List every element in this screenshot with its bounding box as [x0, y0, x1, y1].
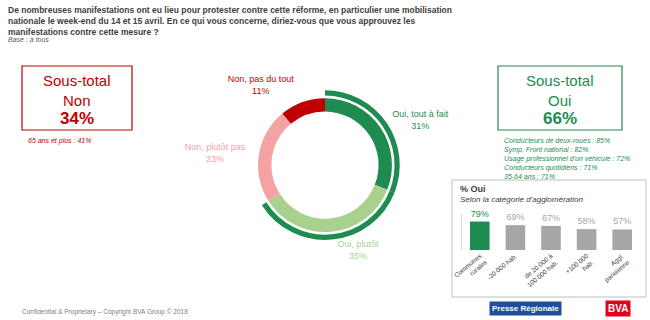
svg-text:69%: 69%	[506, 212, 524, 222]
svg-text:79%: 79%	[471, 209, 489, 219]
svg-text:De nombreuses manifestations o: De nombreuses manifestations ont eu lieu…	[8, 5, 452, 37]
svg-text:67%: 67%	[542, 213, 560, 223]
svg-text:Sous-totalOui: Sous-totalOui	[526, 72, 594, 109]
svg-text:Oui, tout à fait31%: Oui, tout à fait31%	[392, 109, 449, 131]
svg-text:de 20 000 à100 000 hab.: de 20 000 à100 000 hab.	[520, 252, 559, 288]
svg-text:Sous-totalNon: Sous-totalNon	[43, 72, 111, 109]
svg-text:+100 000hab.: +100 000hab.	[564, 252, 595, 282]
svg-text:Presse Régionale: Presse Régionale	[492, 304, 559, 313]
svg-text:34%: 34%	[60, 109, 94, 128]
svg-text:65 ans et plus : 41%: 65 ans et plus : 41%	[28, 137, 91, 145]
svg-text:Usage professionnel d'un véhic: Usage professionnel d'un véhicule : 72%	[504, 155, 630, 163]
svg-text:-20 000 hab.: -20 000 hab.	[486, 252, 519, 281]
svg-text:Base : à tous: Base : à tous	[8, 36, 49, 43]
svg-text:66%: 66%	[543, 109, 577, 128]
svg-text:% Oui: % Oui	[460, 184, 486, 194]
svg-text:Non, pas du tout11%: Non, pas du tout11%	[228, 74, 295, 96]
svg-text:Conducteurs de deux-roues : 85: Conducteurs de deux-roues : 85%	[504, 137, 610, 144]
svg-text:57%: 57%	[613, 216, 631, 226]
svg-text:Selon la catégorie d'aggloméra: Selon la catégorie d'agglomération	[460, 195, 583, 204]
svg-text:Oui, plutôt35%: Oui, plutôt35%	[337, 239, 379, 261]
svg-text:Symp. Front national : 82%: Symp. Front national : 82%	[504, 146, 588, 154]
svg-text:58%: 58%	[578, 216, 596, 226]
svg-text:Communesrurales: Communesrurales	[453, 252, 489, 286]
svg-text:35-64 ans : 71%: 35-64 ans : 71%	[504, 173, 555, 180]
svg-text:BVA: BVA	[608, 303, 628, 314]
svg-text:Aggl.parisienne: Aggl.parisienne	[597, 252, 631, 284]
svg-text:Non, plutôt pas23%: Non, plutôt pas23%	[185, 142, 246, 164]
svg-text:Confidential & Proprietary – C: Confidential & Proprietary – Copyright B…	[22, 308, 188, 316]
svg-text:Conducteurs quotidiens : 71%: Conducteurs quotidiens : 71%	[504, 164, 597, 172]
